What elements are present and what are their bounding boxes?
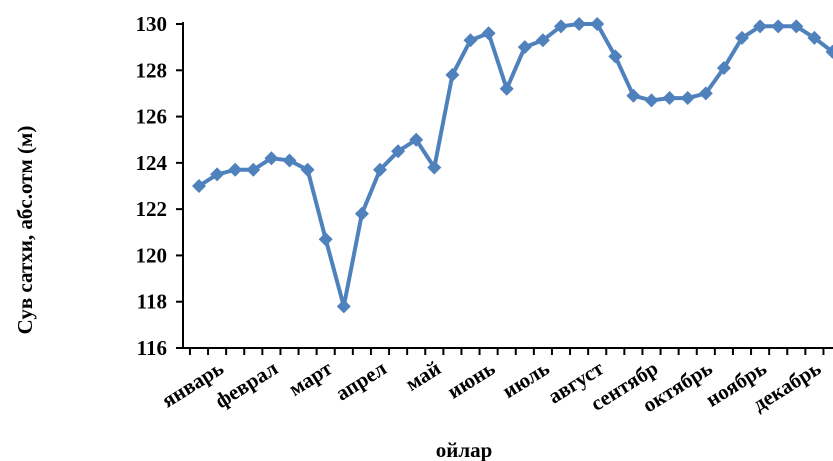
- data-point: [663, 91, 677, 105]
- data-point: [626, 89, 640, 103]
- data-point: [681, 91, 695, 105]
- y-axis-title: Сув сатхи, абс.отм (м): [13, 126, 37, 335]
- x-tick-label: март: [284, 356, 337, 401]
- data-point: [319, 232, 333, 246]
- data-point: [283, 154, 297, 168]
- data-point: [301, 163, 315, 177]
- x-tick-label: апрел: [331, 356, 391, 406]
- y-tick-label: 124: [136, 151, 168, 175]
- x-tick-label: июль: [498, 356, 554, 403]
- y-tick-label: 126: [136, 105, 168, 129]
- data-point: [445, 68, 459, 82]
- x-axis-title: ойлар: [436, 438, 493, 461]
- data-point: [482, 26, 496, 40]
- y-tick-label: 130: [136, 12, 168, 36]
- data-point: [355, 207, 369, 221]
- y-tick-label: 118: [137, 290, 167, 314]
- series-line: [199, 24, 833, 306]
- data-point: [228, 163, 242, 177]
- y-tick-label: 122: [136, 197, 168, 221]
- y-tick-label: 116: [137, 336, 167, 360]
- data-point: [518, 40, 532, 54]
- series-water-level: [192, 17, 833, 313]
- data-point: [500, 82, 514, 96]
- y-axis: 116 118 120 122 124 126 128 130: [136, 12, 184, 360]
- x-tick-label: май: [401, 356, 445, 396]
- y-tick-label: 120: [136, 243, 168, 267]
- x-tick-label: феврал: [211, 356, 283, 413]
- data-point: [337, 299, 351, 313]
- data-point: [645, 93, 659, 107]
- data-point: [572, 17, 586, 31]
- data-point: [771, 19, 785, 33]
- x-tick-label: июнь: [443, 356, 499, 404]
- data-point: [464, 33, 478, 47]
- y-tick-label: 128: [136, 58, 168, 82]
